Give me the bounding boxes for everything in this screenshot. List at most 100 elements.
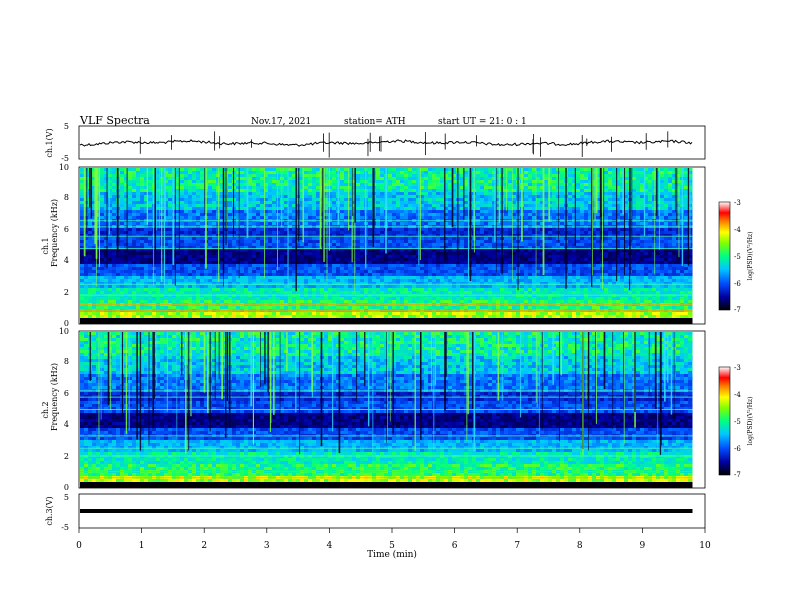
spectrogram-cell <box>240 171 244 174</box>
spectrogram-cell <box>356 171 360 174</box>
spectrogram-cell <box>268 315 272 318</box>
spectrogram-cell <box>196 291 200 294</box>
spectrogram-cell <box>440 186 444 189</box>
spectrogram-cell <box>180 231 184 234</box>
spectrogram-cell <box>400 273 404 276</box>
spectrogram-cell <box>200 240 204 243</box>
spectrogram-cell <box>360 240 364 243</box>
spectrogram-cell <box>340 240 344 243</box>
spectrogram-cell <box>344 300 348 303</box>
spectrogram-cell <box>132 255 136 258</box>
spectrogram-cell <box>380 312 384 315</box>
spectrogram-cell <box>88 237 92 240</box>
spectrogram-cell <box>252 189 256 192</box>
spectrogram-cell <box>336 264 340 267</box>
spectrogram-cell <box>128 300 132 303</box>
spectrogram-cell <box>452 315 456 318</box>
spectrogram-cell <box>180 273 184 276</box>
spectrogram-cell <box>156 288 160 291</box>
spectrogram-cell <box>356 315 360 318</box>
spectrogram-cell <box>432 312 436 315</box>
spectrogram-cell <box>388 252 392 255</box>
spectrogram-cell <box>180 306 184 309</box>
spectrogram-cell <box>288 276 292 279</box>
spectrogram-cell <box>208 264 212 267</box>
spectrogram-cell <box>216 180 220 183</box>
spectrogram-cell <box>140 210 144 213</box>
spectrogram-cell <box>384 315 388 318</box>
spectrogram-cell <box>444 261 448 264</box>
spectrogram-cell <box>188 195 192 198</box>
spectrogram-cell <box>280 261 284 264</box>
spectrogram-cell <box>380 201 384 204</box>
spectrogram-cell <box>304 198 308 201</box>
spectrogram-cell <box>140 228 144 231</box>
spectrogram-cell <box>360 252 364 255</box>
spectrogram-cell <box>328 237 332 240</box>
spectrogram-cell <box>292 276 296 279</box>
spectrogram-cell <box>348 243 352 246</box>
spectrogram-cell <box>292 237 296 240</box>
spectrogram-cell <box>212 270 216 273</box>
spectrogram-cell <box>212 171 216 174</box>
spectrogram-cell <box>268 252 272 255</box>
spectrogram-cell <box>392 168 396 171</box>
spectrogram-cell <box>200 207 204 210</box>
spectrogram-cell <box>292 198 296 201</box>
spectrogram-cell <box>416 273 420 276</box>
spectrogram-cell <box>244 306 248 309</box>
spectrogram-cell <box>120 195 124 198</box>
spectrogram-cell <box>208 186 212 189</box>
spectrogram-cell <box>184 267 188 270</box>
spectrogram-cell <box>388 261 392 264</box>
spectrogram-cell <box>148 291 152 294</box>
spectrogram-cell <box>424 300 428 303</box>
spectrogram-cell <box>424 231 428 234</box>
spectrogram-cell <box>348 264 352 267</box>
spectrogram-cell <box>252 207 256 210</box>
spectrogram-cell <box>136 255 140 258</box>
spectrogram-cell <box>216 198 220 201</box>
spectrogram-cell <box>260 201 264 204</box>
spectrogram-cell <box>140 252 144 255</box>
spectrogram-cell <box>348 252 352 255</box>
spectrogram-cell <box>428 210 432 213</box>
spectrogram-cell <box>168 168 172 171</box>
spectrogram-cell <box>140 237 144 240</box>
spectrogram-cell <box>208 270 212 273</box>
spectrogram-cell <box>276 276 280 279</box>
spectrogram-cell <box>100 207 104 210</box>
spectrogram-cell <box>108 297 112 300</box>
spectrogram-cell <box>132 270 136 273</box>
spectrogram-cell <box>304 177 308 180</box>
spectrogram-cell <box>412 240 416 243</box>
spectrogram-cell <box>420 312 424 315</box>
spectrogram-cell <box>416 249 420 252</box>
spectrogram-cell <box>288 261 292 264</box>
spectrogram-cell <box>128 288 132 291</box>
spectrogram-cell <box>180 261 184 264</box>
spectrogram-cell <box>304 255 308 258</box>
spectrogram-cell <box>136 168 140 171</box>
spectrogram-cell <box>348 267 352 270</box>
spectrogram-cell <box>376 291 380 294</box>
spectrogram-cell <box>288 201 292 204</box>
spectrogram-cell <box>304 261 308 264</box>
spectrogram-cell <box>424 291 428 294</box>
spectrogram-cell <box>332 177 336 180</box>
spectrogram-cell <box>424 204 428 207</box>
spectrogram-cell <box>424 255 428 258</box>
spectrogram-cell <box>340 249 344 252</box>
spectrogram-cell <box>132 240 136 243</box>
spectrogram-cell <box>148 240 152 243</box>
spectrogram-cell <box>208 171 212 174</box>
spectrogram-cell <box>164 288 168 291</box>
spectrogram-cell <box>436 270 440 273</box>
spectrogram-cell <box>80 249 84 252</box>
spectrogram-cell <box>440 291 444 294</box>
spectrogram-cell <box>84 306 88 309</box>
spectrogram-cell <box>292 210 296 213</box>
spectrogram-cell <box>88 255 92 258</box>
spectrogram-cell <box>180 174 184 177</box>
spectrogram-cell <box>304 270 308 273</box>
